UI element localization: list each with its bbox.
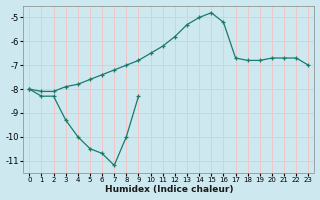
X-axis label: Humidex (Indice chaleur): Humidex (Indice chaleur) (105, 185, 233, 194)
